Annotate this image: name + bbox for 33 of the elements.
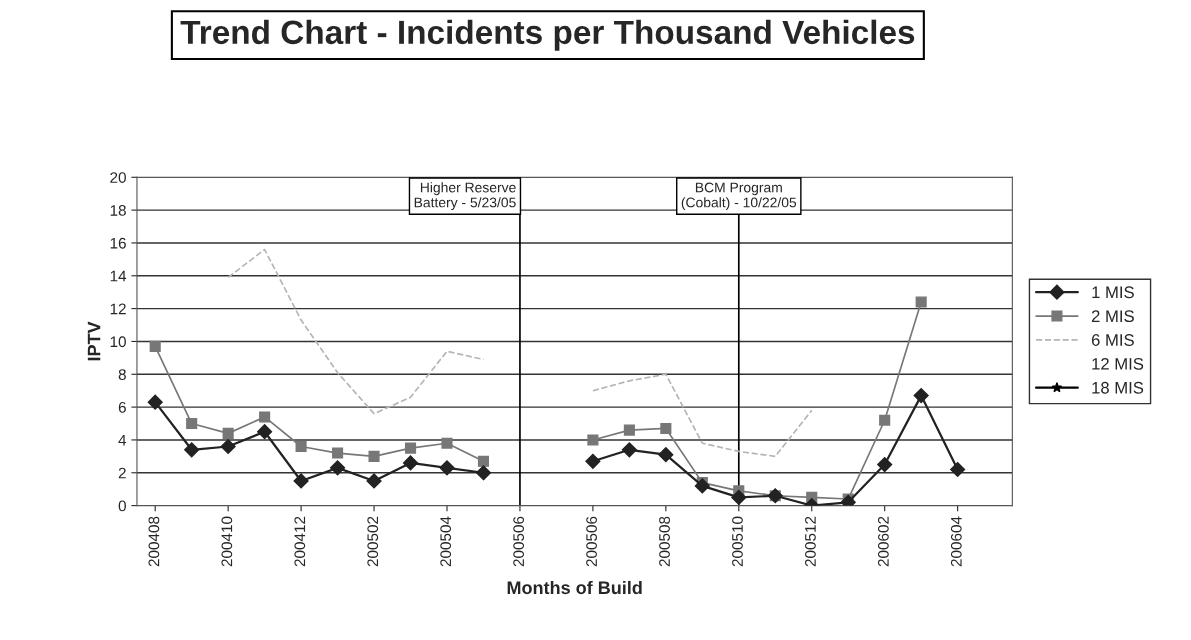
x-tick-label: 200412 — [294, 516, 306, 567]
x-tick-label: 200604 — [950, 516, 962, 567]
x-tick-label: 200504 — [440, 516, 452, 567]
x-tick-label: 200602 — [877, 516, 889, 567]
text: 12 MIS — [1092, 357, 1144, 370]
legend-label: 1 MIS — [1092, 286, 1134, 299]
y-tick-label: 12 — [110, 303, 126, 315]
legend-label: 6 MIS — [1091, 334, 1134, 346]
x-tick-label: 200408 — [148, 516, 160, 567]
ref-line-label: Higher Reserve Battery - 5/23/05 — [414, 182, 516, 211]
x-tick-label: 200410 — [221, 516, 233, 567]
y-tick-label: 4 — [118, 434, 127, 446]
y-tick-label: 2 — [118, 467, 126, 479]
ref-line-label: BCM Program (Cobalt) - 10/22/05 — [681, 182, 797, 211]
y-tick-label: 14 — [110, 270, 127, 282]
x-tick-label: 200508 — [659, 516, 670, 567]
y-tick-label: 6 — [118, 401, 126, 413]
y-tick-label: 16 — [110, 237, 126, 249]
y-tick-label: 20 — [110, 172, 126, 183]
chart-title: Trend Chart - Incidents per Thousand Vehicles — [180, 19, 915, 51]
x-tick-label: 200502 — [367, 516, 379, 567]
x-tick-label: 200506 — [513, 516, 525, 567]
y-tick-label: 18 — [110, 204, 126, 216]
x-axis-title: Months of Build — [507, 580, 642, 595]
y-axis-title: IPTV — [87, 321, 101, 361]
x-tick-label: 200510 — [732, 516, 743, 567]
y-tick-label: 10 — [110, 336, 126, 348]
y-tick-label: 0 — [118, 500, 126, 512]
legend-label: 2 MIS — [1091, 310, 1134, 323]
x-tick-label: 200506 — [586, 516, 597, 567]
y-tick-label: 8 — [118, 369, 126, 380]
legend-label: 18 MIS — [1092, 381, 1144, 394]
x-tick-label: 200512 — [805, 516, 816, 567]
